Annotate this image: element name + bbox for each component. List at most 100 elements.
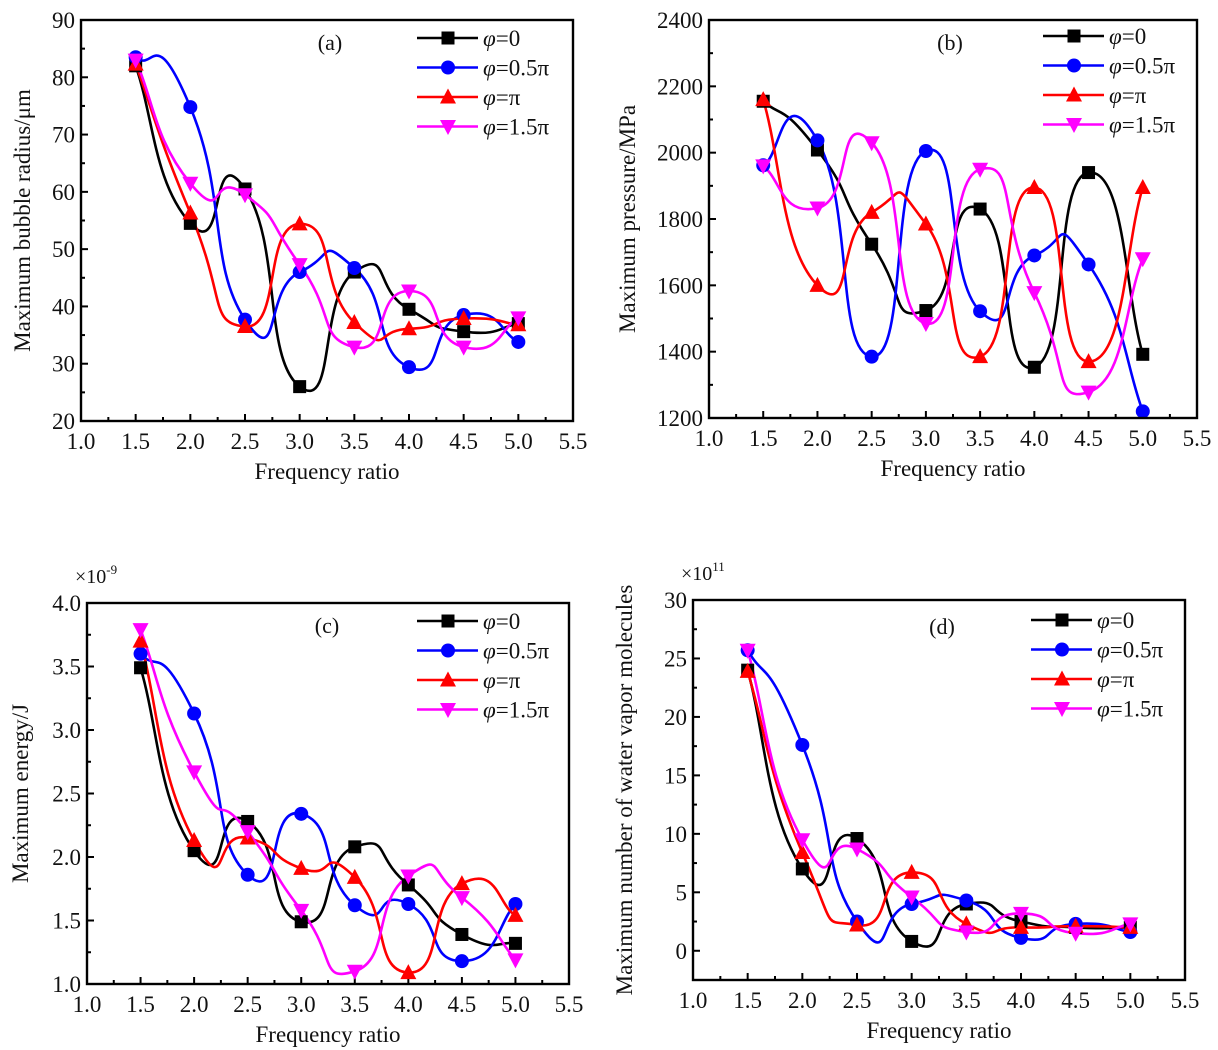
y-axis-multiplier: ×10-9 bbox=[75, 562, 117, 588]
data-point bbox=[1080, 385, 1097, 401]
legend-marker bbox=[440, 671, 456, 687]
legend-marker bbox=[1067, 58, 1081, 73]
legend-value: =π bbox=[496, 85, 521, 110]
y-tick-label: 1.5 bbox=[52, 909, 81, 934]
data-point bbox=[237, 317, 253, 333]
series-line bbox=[134, 59, 519, 351]
series-1 bbox=[139, 652, 517, 963]
series-1 bbox=[762, 114, 1145, 412]
data-point bbox=[401, 896, 416, 911]
data-point bbox=[1013, 906, 1029, 922]
legend-label: φ=1.5π bbox=[1097, 697, 1163, 722]
y-tick-label: 2.5 bbox=[52, 782, 81, 807]
x-tick-label: 1.5 bbox=[126, 992, 155, 1017]
legend-phi: φ bbox=[483, 56, 496, 81]
data-point bbox=[794, 833, 811, 849]
legend-label: φ=0 bbox=[1109, 24, 1146, 49]
series-line bbox=[746, 669, 1131, 948]
legend-marker bbox=[440, 120, 456, 135]
legend-marker bbox=[1066, 86, 1082, 102]
x-tick-label: 2.0 bbox=[176, 429, 205, 454]
y-tick-label: 70 bbox=[52, 123, 75, 148]
data-point bbox=[903, 863, 920, 879]
legend-phi: φ bbox=[1097, 667, 1110, 692]
legend-phi: φ bbox=[483, 609, 496, 634]
data-point bbox=[919, 304, 933, 318]
legend-item: φ=0 bbox=[1031, 608, 1134, 633]
data-point bbox=[186, 765, 203, 781]
legend-item: φ=0.5π bbox=[417, 639, 549, 664]
legend-phi: φ bbox=[483, 26, 496, 51]
panel-label: (d) bbox=[929, 614, 955, 639]
data-point bbox=[402, 360, 416, 375]
data-point bbox=[401, 320, 417, 336]
x-tick-label: 5.0 bbox=[501, 992, 530, 1017]
data-point bbox=[1135, 404, 1150, 418]
legend: φ=0φ=0.5πφ=πφ=1.5π bbox=[1031, 608, 1163, 722]
y-tick-label: 4.0 bbox=[52, 591, 81, 616]
data-point bbox=[1014, 930, 1028, 945]
data-point bbox=[347, 898, 362, 913]
legend-marker bbox=[1054, 670, 1070, 686]
y-tick-label: 3.0 bbox=[52, 718, 81, 743]
legend-marker bbox=[441, 643, 455, 658]
plot-frame bbox=[691, 598, 1187, 982]
data-point bbox=[455, 340, 472, 356]
plot-frame bbox=[85, 601, 571, 986]
y-tick-label: 20 bbox=[664, 705, 687, 730]
series-line bbox=[762, 114, 1145, 412]
legend-marker bbox=[441, 614, 455, 628]
legend-value: =0 bbox=[1122, 24, 1146, 49]
data-point bbox=[810, 143, 824, 157]
legend-value: =0 bbox=[1110, 608, 1134, 633]
data-point bbox=[400, 869, 417, 885]
data-point bbox=[1136, 347, 1150, 361]
series-line bbox=[746, 649, 1131, 944]
data-point bbox=[973, 202, 987, 216]
data-point bbox=[187, 844, 201, 858]
data-point bbox=[809, 276, 826, 292]
multiplier-base: ×10 bbox=[681, 563, 712, 585]
x-tick-label: 4.5 bbox=[448, 992, 477, 1017]
legend-label: φ=0.5π bbox=[483, 639, 549, 664]
legend-value: =0.5π bbox=[1122, 54, 1176, 79]
legend-marker bbox=[1067, 29, 1081, 43]
y-tick-label: 3.5 bbox=[52, 655, 81, 680]
series-line bbox=[746, 670, 1131, 935]
data-point bbox=[973, 304, 988, 319]
y-tick-label: 1.0 bbox=[52, 972, 81, 997]
data-point bbox=[454, 954, 469, 969]
legend-value: =1.5π bbox=[496, 698, 550, 723]
data-point bbox=[1026, 178, 1043, 194]
data-point bbox=[1027, 360, 1041, 374]
data-point bbox=[346, 868, 363, 884]
legend: φ=0φ=0.5πφ=πφ=1.5π bbox=[417, 609, 549, 723]
data-point bbox=[959, 893, 974, 908]
data-point bbox=[455, 309, 472, 325]
data-point bbox=[795, 737, 810, 752]
x-axis-title: Frequency ratio bbox=[256, 1022, 401, 1047]
x-tick-label: 2.0 bbox=[788, 988, 817, 1013]
data-point bbox=[510, 311, 527, 327]
legend-item: φ=1.5π bbox=[1043, 113, 1175, 138]
y-tick-label: 2000 bbox=[657, 141, 703, 166]
data-point bbox=[182, 204, 199, 220]
series-line bbox=[139, 652, 517, 963]
x-tick-label: 4.0 bbox=[1007, 988, 1036, 1013]
y-tick-label: 2400 bbox=[657, 8, 703, 33]
data-point bbox=[401, 878, 415, 892]
data-point bbox=[132, 623, 149, 639]
series-2 bbox=[761, 99, 1145, 363]
legend-item: φ=1.5π bbox=[417, 698, 549, 723]
data-point bbox=[402, 302, 416, 316]
legend-value: =0.5π bbox=[496, 56, 550, 81]
legend-label: φ=π bbox=[483, 85, 521, 110]
legend-label: φ=0 bbox=[483, 26, 520, 51]
legend-item: φ=1.5π bbox=[417, 115, 549, 140]
legend-item: φ=0.5π bbox=[417, 56, 549, 81]
data-point bbox=[739, 662, 756, 678]
x-tick-label: 1.0 bbox=[695, 426, 724, 451]
legend-label: φ=0 bbox=[483, 609, 520, 634]
legend-label: φ=1.5π bbox=[483, 698, 549, 723]
